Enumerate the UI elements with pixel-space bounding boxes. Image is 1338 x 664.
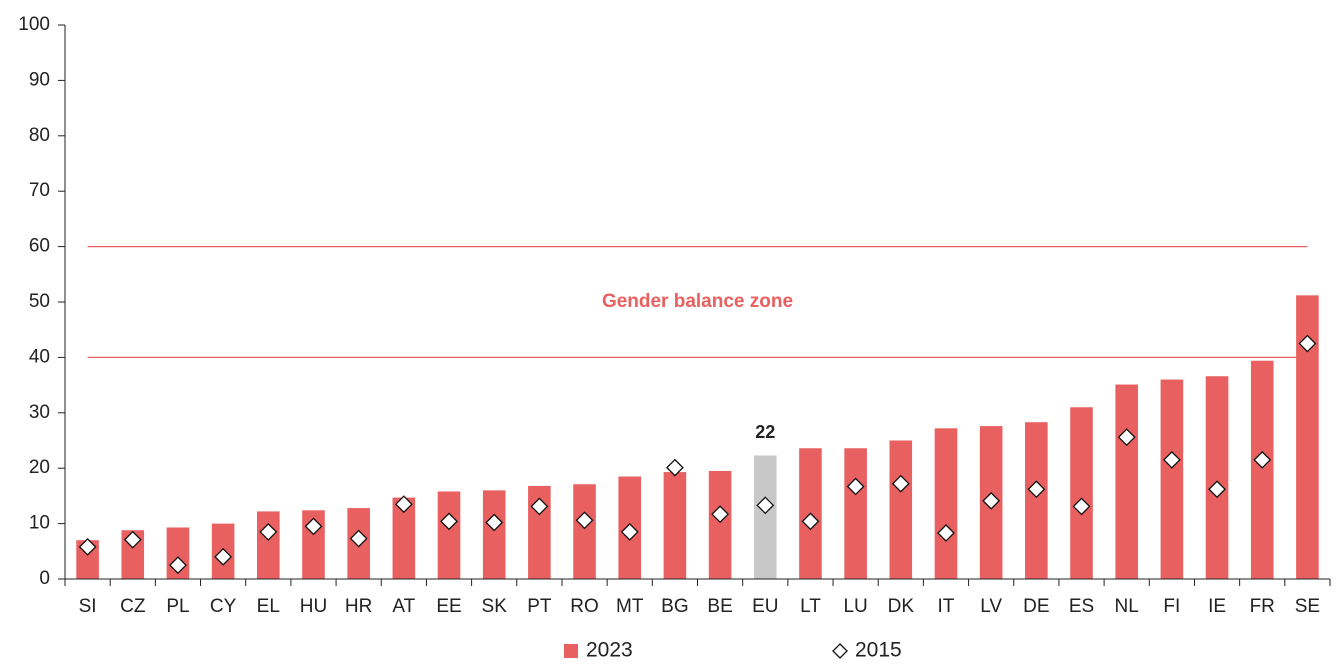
y-tick-label: 90 [29,69,50,90]
marker [620,522,639,541]
marker [214,547,233,566]
marker [349,529,368,548]
x-tick-label: EE [436,596,461,617]
bar [1160,379,1184,579]
x-tick-label: PL [166,596,189,617]
marker [1208,480,1226,499]
x-tick-label: HR [345,596,372,617]
y-tick-label: 20 [29,457,50,478]
marker [846,477,865,496]
marker [169,556,187,575]
bar [1115,384,1138,579]
bar [437,491,461,579]
y-tick-label: 60 [29,236,50,257]
marker [801,512,820,531]
x-tick-label: CY [210,596,237,617]
x-tick-label: SK [482,596,508,617]
bar [257,511,280,579]
x-tick-label: FI [1163,596,1180,617]
x-tick-label: LV [980,596,1002,617]
marker [304,517,323,536]
y-tick-label: 70 [29,180,50,201]
y-tick-label: 30 [29,402,50,423]
marker [711,505,730,524]
bar [1070,407,1093,579]
marker [1253,450,1272,469]
y-tick-label: 50 [29,291,50,312]
bar [889,440,913,579]
marker [1027,480,1046,499]
bar [392,497,416,579]
bar [573,484,596,579]
marker [982,491,1001,510]
legend-label: 2015 [855,639,902,662]
marker [1162,450,1181,469]
annotation: Gender balance zone [602,291,793,312]
marker [1117,428,1136,447]
bar [708,470,732,579]
marker [891,474,910,493]
marker [937,524,955,542]
marker [1072,497,1091,516]
x-tick-label: NL [1115,596,1139,617]
x-tick-label: FR [1250,596,1275,617]
marker [123,530,142,549]
x-tick-label: DK [888,596,915,617]
bar [1205,376,1229,579]
legend-swatch [832,643,848,659]
marker [485,513,504,532]
x-tick-label: ES [1069,596,1094,617]
bar [1296,295,1319,579]
x-tick-label: AT [392,596,415,617]
bar [1025,422,1048,579]
y-tick-label: 10 [29,513,50,534]
x-tick-label: IE [1208,596,1226,617]
marker [575,511,594,530]
x-tick-label: PT [527,596,552,617]
marker [394,495,413,514]
y-tick-label: 40 [29,346,50,367]
y-tick-label: 80 [29,125,50,146]
marker [440,512,458,531]
y-tick-label: 100 [18,14,50,35]
marker [1298,334,1317,353]
legend-label: 2023 [586,639,633,662]
bar [934,428,958,579]
x-tick-label: HU [300,596,327,617]
x-tick-label: DE [1023,596,1049,617]
y-tick-label: 0 [39,568,50,589]
x-tick-label: EL [257,596,280,617]
marker [259,522,278,541]
x-tick-label: CZ [120,596,146,617]
marker [78,537,97,556]
data-label: 22 [755,422,775,442]
x-tick-label: EU [752,596,778,617]
bar [482,490,506,579]
marker [756,496,775,515]
marker [665,458,684,477]
x-tick-label: SI [79,596,97,617]
x-tick-label: MT [616,596,644,617]
x-tick-label: SE [1295,596,1320,617]
x-tick-label: RO [570,596,599,617]
bar [753,455,777,579]
marker [530,497,549,516]
bar [844,448,867,579]
x-tick-label: LU [843,596,867,617]
legend-swatch [564,644,578,658]
x-tick-label: IT [938,596,955,617]
x-tick-label: BG [661,596,688,617]
x-tick-label: BE [707,596,732,617]
x-tick-label: LT [800,596,821,617]
bar [1250,360,1274,579]
bar [663,472,687,579]
